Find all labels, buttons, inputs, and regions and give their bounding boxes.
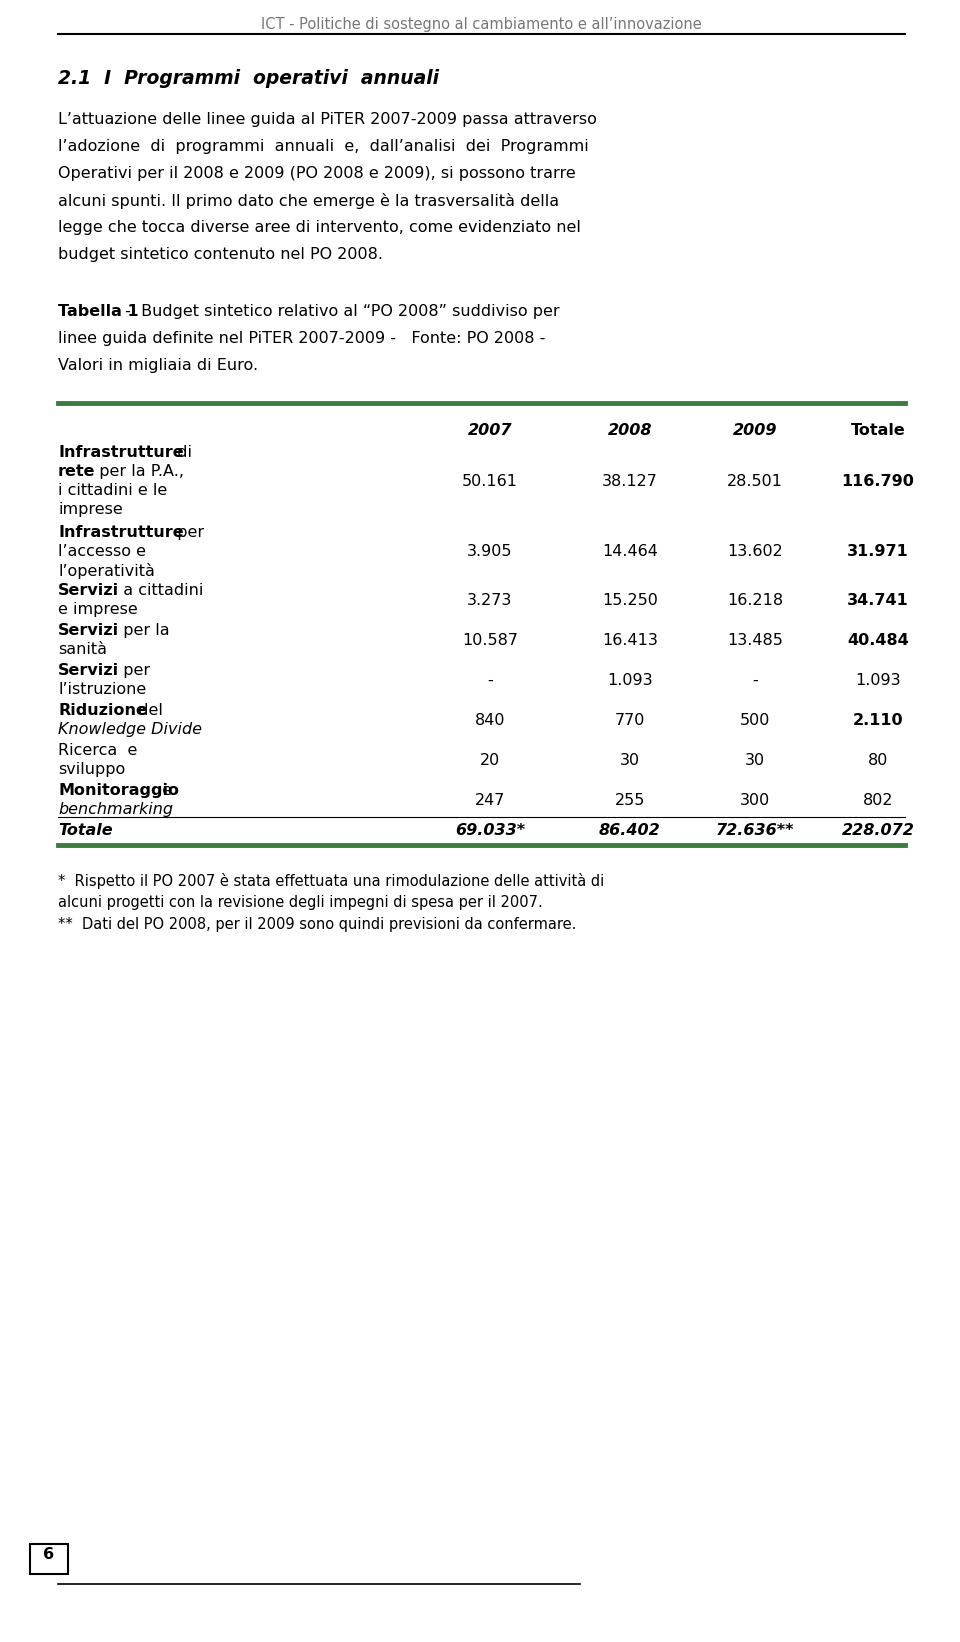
Text: -: - [752, 673, 757, 688]
Text: Monitoraggio: Monitoraggio [58, 783, 179, 798]
Text: 10.587: 10.587 [462, 632, 518, 647]
Text: 34.741: 34.741 [847, 593, 909, 608]
Text: Servizi: Servizi [58, 663, 119, 678]
Text: benchmarking: benchmarking [58, 801, 173, 818]
Text: 770: 770 [614, 713, 645, 727]
Text: 2008: 2008 [608, 424, 652, 438]
Text: 247: 247 [475, 793, 505, 808]
Text: 2007: 2007 [468, 424, 513, 438]
Text: 14.464: 14.464 [602, 544, 658, 558]
Text: sviluppo: sviluppo [58, 762, 125, 777]
Text: 13.602: 13.602 [727, 544, 782, 558]
Text: a cittadini: a cittadini [112, 583, 203, 598]
Text: 2.110: 2.110 [852, 713, 903, 727]
Text: 20: 20 [480, 752, 500, 767]
Text: l’operatività: l’operatività [58, 563, 155, 580]
Text: 38.127: 38.127 [602, 473, 658, 489]
Text: 116.790: 116.790 [842, 473, 915, 489]
Text: -  Budget sintetico relativo al “PO 2008” suddiviso per: - Budget sintetico relativo al “PO 2008”… [120, 304, 560, 319]
Text: L’attuazione delle linee guida al PiTER 2007-2009 passa attraverso: L’attuazione delle linee guida al PiTER … [58, 112, 597, 126]
Text: per: per [112, 663, 150, 678]
Text: -: - [487, 673, 492, 688]
Text: 72.636**: 72.636** [716, 823, 794, 837]
Text: 40.484: 40.484 [847, 632, 909, 647]
Text: l’accesso e: l’accesso e [58, 544, 146, 558]
Text: ICT - Politiche di sostegno al cambiamento e all’innovazione: ICT - Politiche di sostegno al cambiamen… [261, 16, 702, 31]
Text: 500: 500 [740, 713, 770, 727]
Text: Valori in migliaia di Euro.: Valori in migliaia di Euro. [58, 358, 258, 373]
FancyBboxPatch shape [30, 1543, 68, 1575]
Text: Infrastrutture: Infrastrutture [58, 445, 183, 460]
Text: 50.161: 50.161 [462, 473, 518, 489]
Text: Ricerca  e: Ricerca e [58, 742, 137, 759]
Text: e imprese: e imprese [58, 603, 137, 617]
Text: 30: 30 [620, 752, 640, 767]
Text: rete: rete [58, 465, 95, 479]
Text: Infrastrutture: Infrastrutture [58, 525, 183, 540]
Text: budget sintetico contenuto nel PO 2008.: budget sintetico contenuto nel PO 2008. [58, 246, 383, 263]
Text: sanità: sanità [58, 642, 107, 657]
Text: di: di [167, 445, 192, 460]
Text: Totale: Totale [58, 823, 112, 837]
Text: per la: per la [112, 622, 169, 639]
Text: Servizi: Servizi [58, 622, 119, 639]
Text: 3.273: 3.273 [468, 593, 513, 608]
Text: 6: 6 [43, 1547, 55, 1562]
Text: linee guida definite nel PiTER 2007-2009 -   Fonte: PO 2008 -: linee guida definite nel PiTER 2007-2009… [58, 332, 545, 346]
Text: 86.402: 86.402 [599, 823, 660, 837]
Text: l’adozione  di  programmi  annuali  e,  dall’analisi  dei  Programmi: l’adozione di programmi annuali e, dall’… [58, 140, 588, 154]
Text: Knowledge Divide: Knowledge Divide [58, 722, 202, 737]
Text: 3.905: 3.905 [468, 544, 513, 558]
Text: per la P.A.,: per la P.A., [89, 465, 184, 479]
Text: 30: 30 [745, 752, 765, 767]
Text: 28.501: 28.501 [727, 473, 783, 489]
Text: **  Dati del PO 2008, per il 2009 sono quindi previsioni da confermare.: ** Dati del PO 2008, per il 2009 sono qu… [58, 916, 576, 933]
Text: legge che tocca diverse aree di intervento, come evidenziato nel: legge che tocca diverse aree di interven… [58, 220, 581, 235]
Text: Riduzione: Riduzione [58, 703, 147, 718]
Text: Tabella 1: Tabella 1 [58, 304, 138, 319]
Text: 1.093: 1.093 [607, 673, 653, 688]
Text: Totale: Totale [851, 424, 905, 438]
Text: per: per [167, 525, 204, 540]
Text: 31.971: 31.971 [847, 544, 909, 558]
Text: 16.413: 16.413 [602, 632, 658, 647]
Text: 80: 80 [868, 752, 888, 767]
Text: *  Rispetto il PO 2007 è stata effettuata una rimodulazione delle attività di: * Rispetto il PO 2007 è stata effettuata… [58, 874, 604, 888]
Text: del: del [129, 703, 163, 718]
Text: imprese: imprese [58, 502, 123, 517]
Text: 1.093: 1.093 [855, 673, 900, 688]
Text: 300: 300 [740, 793, 770, 808]
Text: 16.218: 16.218 [727, 593, 783, 608]
Text: 69.033*: 69.033* [455, 823, 525, 837]
Text: 802: 802 [863, 793, 893, 808]
Text: alcuni spunti. Il primo dato che emerge è la trasversalità della: alcuni spunti. Il primo dato che emerge … [58, 194, 559, 209]
Text: alcuni progetti con la revisione degli impegni di spesa per il 2007.: alcuni progetti con la revisione degli i… [58, 895, 542, 910]
Text: Operativi per il 2008 e 2009 (PO 2008 e 2009), si possono trarre: Operativi per il 2008 e 2009 (PO 2008 e … [58, 166, 576, 181]
Text: 2.1  I  Programmi  operativi  annuali: 2.1 I Programmi operativi annuali [58, 69, 439, 89]
Text: 840: 840 [475, 713, 505, 727]
Text: 13.485: 13.485 [727, 632, 783, 647]
Text: 228.072: 228.072 [842, 823, 915, 837]
Text: 2009: 2009 [732, 424, 778, 438]
Text: Servizi: Servizi [58, 583, 119, 598]
Text: 255: 255 [614, 793, 645, 808]
Text: l’istruzione: l’istruzione [58, 681, 146, 696]
Text: e: e [152, 783, 172, 798]
Text: 15.250: 15.250 [602, 593, 658, 608]
Text: i cittadini e le: i cittadini e le [58, 483, 167, 498]
